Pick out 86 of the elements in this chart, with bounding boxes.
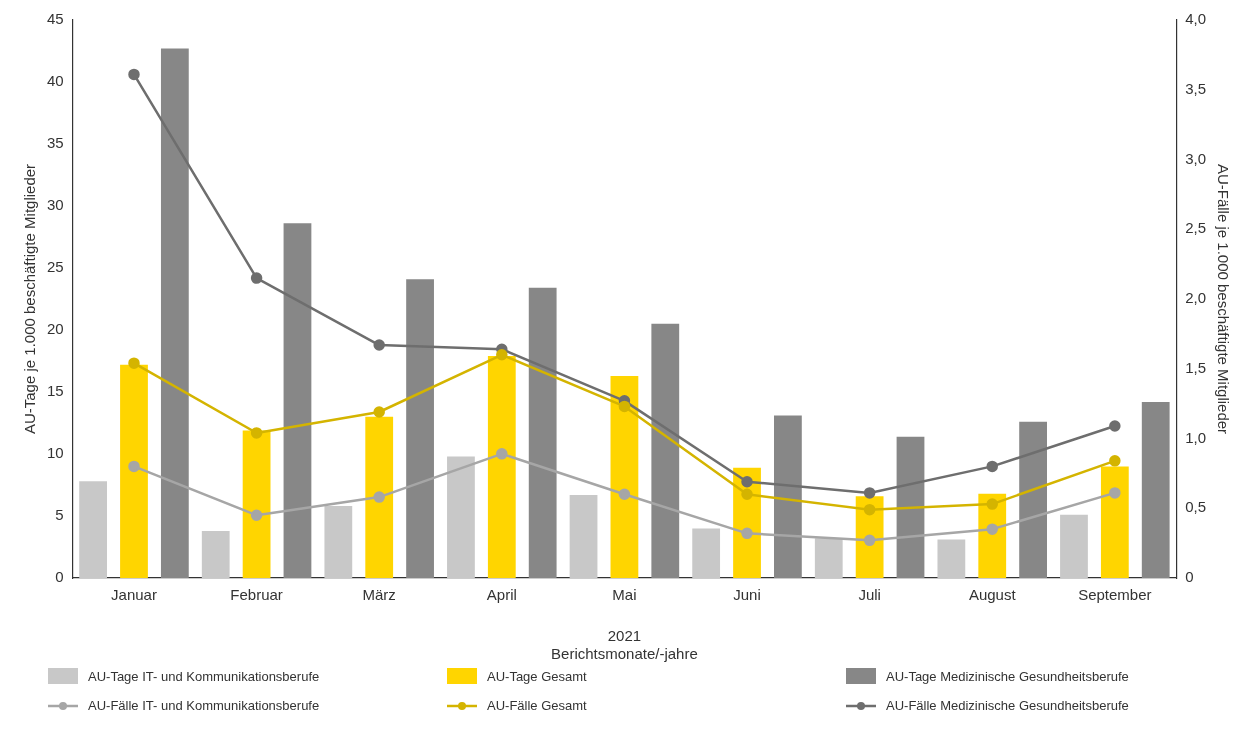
legend-label: AU-Fälle IT- und Kommunikationsberufe bbox=[88, 698, 320, 713]
y2-tick-label: 3,5 bbox=[1185, 79, 1207, 97]
x-tick-label: Juni bbox=[733, 586, 761, 604]
legend-label: AU-Tage IT- und Kommunikationsberufe bbox=[88, 668, 320, 684]
y-tick-label: 20 bbox=[47, 320, 64, 338]
bar bbox=[1060, 514, 1088, 578]
bar bbox=[487, 356, 516, 578]
point bbox=[373, 406, 385, 418]
x-tick-label: März bbox=[362, 586, 396, 604]
y-tick-label: 5 bbox=[55, 506, 64, 524]
point bbox=[1109, 455, 1121, 467]
point bbox=[741, 527, 753, 540]
bar bbox=[569, 494, 598, 578]
point bbox=[741, 488, 753, 501]
x-tick-label: Januar bbox=[111, 586, 157, 604]
legend-label: AU-Fälle Medizinische Gesundheitsberufe bbox=[886, 698, 1129, 713]
bar bbox=[1019, 421, 1047, 578]
point bbox=[1109, 420, 1121, 432]
bar bbox=[447, 456, 475, 578]
point bbox=[618, 488, 631, 501]
x-tick-label: August bbox=[968, 586, 1017, 604]
y2-tick-label: 1,0 bbox=[1185, 428, 1207, 446]
bar bbox=[814, 538, 843, 578]
x-tick-label: Mai bbox=[612, 586, 637, 604]
point bbox=[863, 503, 876, 516]
bar bbox=[1100, 466, 1129, 578]
y-tick-label: 40 bbox=[47, 72, 64, 90]
point bbox=[250, 509, 263, 521]
legend-label: AU-Tage Medizinische Gesundheitsberufe bbox=[886, 668, 1129, 684]
point bbox=[986, 498, 998, 510]
point bbox=[986, 523, 998, 535]
y2-tick-label: 0,5 bbox=[1185, 498, 1207, 516]
y2-tick-label: 1,5 bbox=[1185, 358, 1207, 376]
legend-label: AU-Fälle Gesamt bbox=[487, 698, 587, 713]
point bbox=[986, 460, 998, 473]
bar bbox=[201, 530, 230, 578]
bar bbox=[160, 48, 189, 578]
bar bbox=[651, 323, 680, 578]
bar bbox=[406, 279, 434, 578]
y2-tick-label: 0 bbox=[1185, 568, 1194, 586]
bar bbox=[896, 436, 925, 578]
point bbox=[741, 476, 753, 488]
y-tick-label: 15 bbox=[47, 382, 64, 400]
bar bbox=[610, 375, 639, 578]
bar bbox=[283, 223, 312, 578]
point bbox=[128, 68, 140, 81]
point bbox=[250, 427, 263, 439]
bar bbox=[120, 364, 148, 578]
point bbox=[496, 349, 508, 361]
y-tick-label: 10 bbox=[47, 444, 64, 462]
bar bbox=[692, 528, 721, 578]
x-tick-label: April bbox=[486, 586, 517, 604]
bar bbox=[365, 416, 394, 578]
bar bbox=[1141, 401, 1170, 578]
bar bbox=[774, 415, 802, 578]
x-tick-label: Februar bbox=[230, 586, 283, 604]
legend-label: AU-Tage Gesamt bbox=[487, 668, 587, 684]
point bbox=[618, 400, 631, 413]
y-tick-label: 45 bbox=[47, 10, 64, 28]
point bbox=[373, 339, 385, 351]
point bbox=[863, 534, 876, 547]
y2-tick-label: 4,0 bbox=[1185, 10, 1207, 28]
point bbox=[128, 357, 140, 369]
x-axis-title: 2021 Berichtsmonate/-jahre bbox=[551, 627, 698, 663]
y-tick-label: 0 bbox=[55, 568, 64, 586]
y-tick-label: 30 bbox=[47, 196, 64, 214]
bar bbox=[324, 506, 353, 578]
bar bbox=[528, 287, 557, 578]
bar bbox=[937, 539, 966, 578]
x-tick-label: September bbox=[1078, 586, 1152, 604]
point bbox=[863, 487, 876, 499]
bar bbox=[242, 430, 271, 578]
y-tick-label: 35 bbox=[47, 134, 64, 152]
y-tick-label: 25 bbox=[47, 258, 64, 276]
point bbox=[1109, 487, 1121, 499]
point bbox=[250, 272, 263, 284]
y-axis-title: AU-Tage je 1.000 beschäftigte Mitglieder bbox=[21, 163, 39, 435]
point bbox=[496, 448, 508, 460]
y2-tick-label: 2,5 bbox=[1185, 219, 1207, 237]
y2-tick-label: 2,0 bbox=[1185, 289, 1207, 307]
point bbox=[128, 460, 140, 473]
y2-tick-label: 3,0 bbox=[1185, 149, 1207, 167]
point bbox=[373, 491, 385, 503]
y2-axis-title: AU-Fälle je 1.000 beschäftigte Mitglieder bbox=[1214, 163, 1232, 435]
bar bbox=[79, 481, 108, 578]
x-tick-label: Juli bbox=[858, 586, 881, 604]
